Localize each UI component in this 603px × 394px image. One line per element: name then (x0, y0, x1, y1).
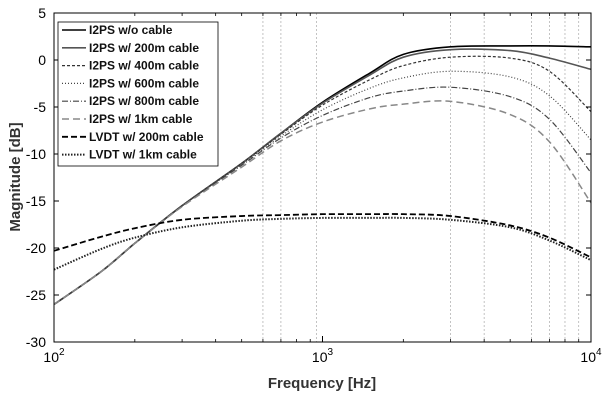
legend-entry-label: I2PS w/ 600m cable (89, 76, 199, 90)
y-tick-label: -10 (26, 146, 46, 162)
legend-entry-label: I2PS w/ 1km cable (89, 112, 193, 126)
series-line-6 (53, 100, 592, 306)
series-line-7 (53, 213, 592, 259)
legend-entry-label: LVDT w/ 200m cable (89, 130, 204, 144)
y-axis-ticks: 5 0 -5 -10 -15 -20 -25 -30 (26, 5, 591, 350)
y-tick-label: 5 (38, 5, 46, 21)
legend-entry-label: LVDT w/ 1km cable (89, 148, 197, 162)
x-tick-label: 103 (312, 347, 334, 365)
y-tick-label: -15 (26, 193, 46, 209)
y-tick-label: 0 (38, 52, 46, 68)
y-tick-label: -20 (26, 240, 46, 256)
vertical-grid-lines (262, 13, 580, 342)
legend-entry-label: I2PS w/ 400m cable (89, 59, 199, 73)
x-tick-label: 102 (43, 347, 65, 365)
legend-entry-label: I2PS w/o cable (89, 23, 173, 37)
series-line-8 (53, 216, 592, 271)
legend-entry-label: I2PS w/ 200m cable (89, 41, 199, 55)
legend-box (57, 21, 219, 167)
y-tick-label: -25 (26, 287, 46, 303)
y-tick-label: -30 (26, 334, 46, 350)
legend: I2PS w/o cable I2PS w/ 200m cable I2PS w/ … (57, 21, 219, 167)
series-lines (53, 44, 592, 306)
x-axis-label: Frequency [Hz] (268, 375, 376, 392)
x-tick-label: 104 (580, 347, 602, 365)
legend-entry-label: I2PS w/ 800m cable (89, 94, 199, 108)
y-axis-label: Magnitude [dB] (7, 122, 24, 231)
x-axis-ticks: 102 103 104 (43, 13, 602, 365)
y-tick-label: -5 (34, 99, 47, 115)
